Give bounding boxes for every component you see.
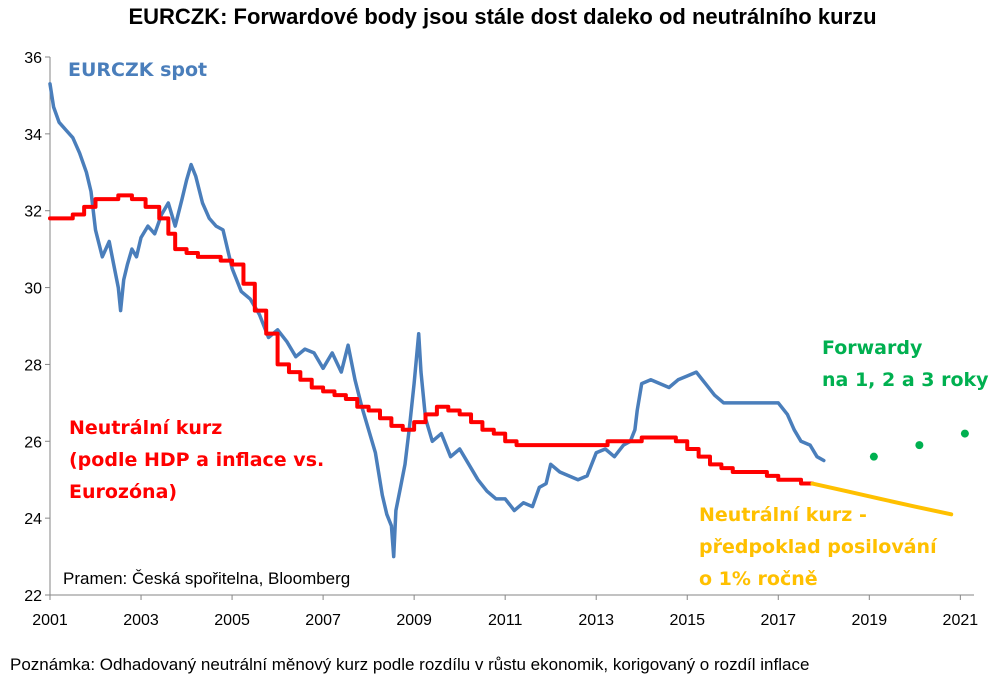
x-tick-label: 2001 xyxy=(32,612,68,629)
projection-label-line2: předpoklad posilování xyxy=(699,536,938,558)
x-tick-label: 2019 xyxy=(852,612,888,629)
forward-point xyxy=(869,452,878,461)
x-tick-label: 2009 xyxy=(396,612,432,629)
chart-title: EURCZK: Forwardové body jsou stále dost … xyxy=(128,4,877,29)
chart-axes xyxy=(45,56,974,600)
x-tick-label: 2007 xyxy=(305,612,341,629)
forward-point xyxy=(915,441,924,450)
footnote: Poznámka: Odhadovaný neutrální měnový ku… xyxy=(10,655,810,674)
y-axis-tick-labels: 22 24 26 28 30 32 34 36 xyxy=(24,50,42,605)
y-tick-label: 24 xyxy=(24,511,42,528)
x-tick-label: 2015 xyxy=(669,612,705,629)
neutral-label-line2: (podle HDP a inflace vs. xyxy=(69,449,324,471)
forwards-label-line1: Forwardy xyxy=(822,337,923,359)
y-tick-label: 34 xyxy=(24,127,42,144)
y-tick-label: 30 xyxy=(24,281,42,298)
neutral-label-line1: Neutrální kurz xyxy=(69,417,222,439)
forward-point xyxy=(960,429,969,438)
y-tick-label: 32 xyxy=(24,204,42,221)
x-tick-label: 2003 xyxy=(123,612,159,629)
y-tick-label: 36 xyxy=(24,50,42,67)
projection-series-line xyxy=(810,481,954,517)
projection-label-line3: o 1% ročně xyxy=(699,568,818,590)
x-tick-label: 2017 xyxy=(760,612,796,629)
x-tick-label: 2021 xyxy=(943,612,979,629)
series-layer xyxy=(48,82,969,559)
spot-series-label: EURCZK spot xyxy=(68,59,207,81)
spot-series-line xyxy=(48,82,826,559)
y-tick-label: 22 xyxy=(24,588,42,605)
projection-label-line1: Neutrální kurz - xyxy=(699,504,867,526)
forwards-label-line2: na 1, 2 a 3 roky xyxy=(822,369,989,391)
y-tick-label: 26 xyxy=(24,434,42,451)
y-tick-label: 28 xyxy=(24,357,42,374)
neutral-series-line xyxy=(48,193,815,486)
neutral-label-line3: Eurozóna) xyxy=(69,481,177,503)
x-tick-label: 2013 xyxy=(578,612,614,629)
source-note: Pramen: Česká spořitelna, Bloomberg xyxy=(63,569,350,588)
x-tick-label: 2005 xyxy=(214,612,250,629)
x-tick-label: 2011 xyxy=(488,612,523,629)
x-axis-tick-labels: 2001 2003 2005 2007 2009 2011 2013 2015 2017 2019… xyxy=(32,612,978,629)
